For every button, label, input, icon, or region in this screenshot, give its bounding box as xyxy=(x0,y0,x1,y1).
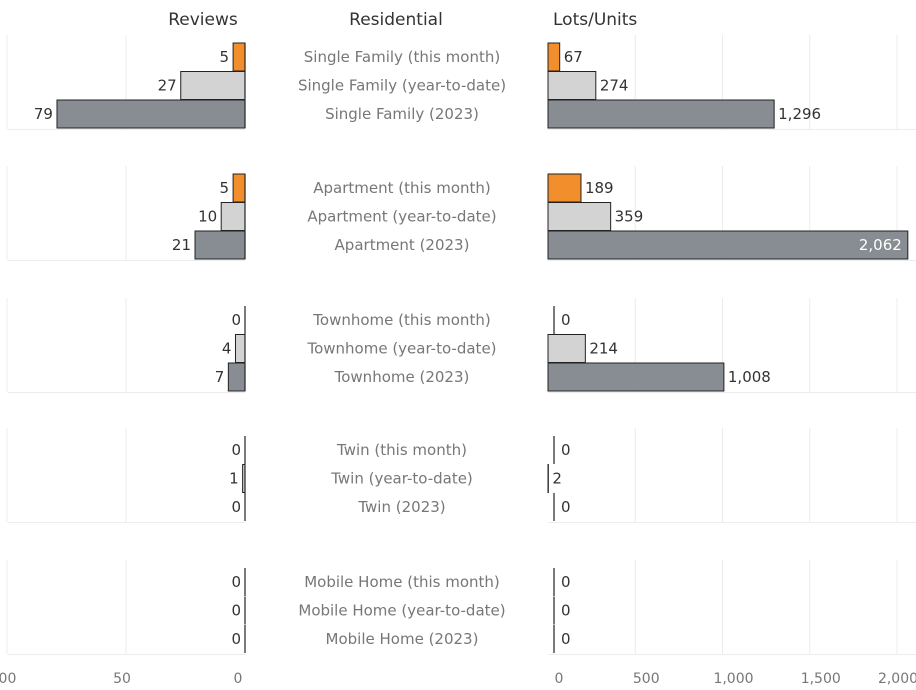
category-label: Single Family (this month) xyxy=(304,48,500,66)
lots-value-label: 1,296 xyxy=(778,105,821,123)
lots-bar-2023 xyxy=(547,362,725,392)
category-label: Apartment (this month) xyxy=(313,179,491,197)
lots-value-label: 67 xyxy=(564,48,583,66)
category-label: Townhome (year-to-date) xyxy=(306,340,496,358)
lots-value-label: 0 xyxy=(561,311,571,329)
lots-tick-label: 1,000 xyxy=(713,671,753,687)
reviews-bar-year-to-date xyxy=(234,334,246,363)
lots-value-label: 1,008 xyxy=(728,368,771,386)
reviews-bar-2023 xyxy=(227,362,246,392)
reviews-value-label: 79 xyxy=(34,105,53,123)
lots-tick-label: 500 xyxy=(633,671,660,687)
lots-tick-label: 1,500 xyxy=(801,671,841,687)
reviews-tick-label: 50 xyxy=(113,671,131,687)
category-label: Single Family (2023) xyxy=(325,105,479,123)
category-label: Townhome (2023) xyxy=(334,368,470,386)
reviews-tick-label: 100 xyxy=(0,671,16,687)
residential-header: Residential xyxy=(349,10,443,30)
lots-value-label: 0 xyxy=(561,602,571,620)
reviews-value-label: 0 xyxy=(231,602,241,620)
reviews-value-label: 0 xyxy=(231,573,241,591)
category-label: Twin (this month) xyxy=(336,441,467,459)
reviews-value-label: 5 xyxy=(220,48,230,66)
category-label: Mobile Home (year-to-date) xyxy=(298,602,505,620)
category-label: Apartment (year-to-date) xyxy=(307,208,496,226)
reviews-value-label: 1 xyxy=(229,470,239,488)
lots-value-label: 0 xyxy=(561,630,571,648)
lots-bar-this-month xyxy=(547,173,582,203)
reviews-bar-year-to-date xyxy=(220,202,246,231)
reviews-value-label: 10 xyxy=(198,208,217,226)
lots-units-header: Lots/Units xyxy=(553,10,637,30)
category-label: Twin (2023) xyxy=(357,498,445,516)
lots-value-label: 274 xyxy=(600,77,629,95)
category-label: Mobile Home (2023) xyxy=(326,630,479,648)
lots-value-label: 0 xyxy=(561,498,571,516)
lots-value-label: 0 xyxy=(561,573,571,591)
lots-value-label: 2,062 xyxy=(859,236,902,254)
reviews-tick-label: 0 xyxy=(234,671,243,687)
lots-tick-label: 0 xyxy=(555,671,564,687)
category-label: Apartment (2023) xyxy=(335,236,470,254)
reviews-value-label: 0 xyxy=(231,441,241,459)
lots-bar-year-to-date xyxy=(547,334,586,363)
lots-tick-label: 2,000 xyxy=(878,671,916,687)
lots-bar-year-to-date xyxy=(547,202,612,231)
category-label: Mobile Home (this month) xyxy=(304,573,500,591)
reviews-value-label: 5 xyxy=(220,179,230,197)
reviews-bar-this-month xyxy=(232,173,246,203)
lots-value-label: 189 xyxy=(585,179,614,197)
reviews-bar-this-month xyxy=(232,42,246,72)
category-label: Townhome (this month) xyxy=(312,311,490,329)
category-label: Twin (year-to-date) xyxy=(330,470,473,488)
lots-bar-this-month xyxy=(547,42,561,72)
lots-bar-2023 xyxy=(547,230,909,260)
reviews-value-label: 7 xyxy=(215,368,225,386)
reviews-bar-2023 xyxy=(56,99,246,129)
lots-bar-year-to-date xyxy=(547,71,597,100)
reviews-value-label: 0 xyxy=(231,311,241,329)
reviews-value-label: 27 xyxy=(158,77,177,95)
lots-value-label: 2 xyxy=(552,470,562,488)
lots-value-label: 359 xyxy=(615,208,644,226)
lots-value-label: 214 xyxy=(589,340,618,358)
reviews-value-label: 0 xyxy=(231,630,241,648)
category-label: Single Family (year-to-date) xyxy=(298,77,506,95)
reviews-value-label: 4 xyxy=(222,340,232,358)
lots-bar-2023 xyxy=(547,99,775,129)
reviews-header: Reviews xyxy=(168,10,238,30)
reviews-value-label: 21 xyxy=(172,236,191,254)
reviews-bar-year-to-date xyxy=(180,71,246,100)
lots-value-label: 0 xyxy=(561,441,571,459)
reviews-value-label: 0 xyxy=(231,498,241,516)
reviews-bar-2023 xyxy=(194,230,246,260)
